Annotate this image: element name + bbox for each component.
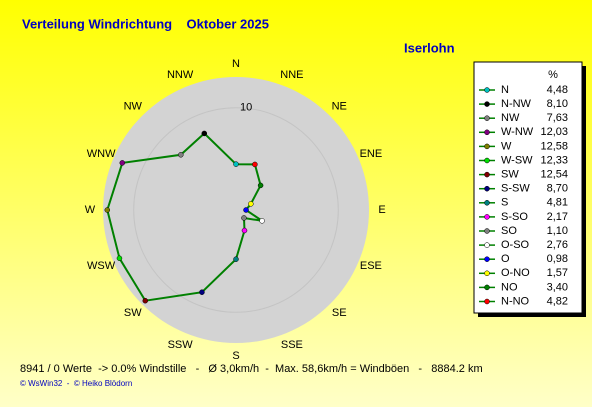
legend-title: % (548, 69, 558, 81)
legend-label: N-NW (501, 98, 532, 110)
direction-label: WNW (87, 148, 116, 160)
direction-label: SE (332, 307, 347, 319)
legend-swatch (484, 298, 490, 305)
legend-value: 4,82 (547, 295, 568, 307)
direction-label: SSW (168, 339, 194, 351)
legend-swatch (484, 129, 490, 136)
legend-swatch (484, 143, 490, 150)
credits: © WsWin32 - © Heiko Blödorn (20, 379, 132, 388)
legend-value: 4,48 (547, 84, 568, 96)
legend-swatch (484, 242, 490, 248)
direction-label: SSE (281, 339, 303, 351)
rose-point (243, 207, 249, 213)
legend-value: 8,70 (547, 183, 568, 195)
legend-label: SO (501, 225, 517, 237)
legend-label: O (501, 253, 510, 265)
legend-label: SW (501, 169, 519, 181)
rose-point (119, 160, 126, 166)
legend-swatch (484, 87, 490, 93)
legend-label: S-SW (501, 183, 530, 195)
legend-value: 12,03 (540, 126, 568, 138)
direction-label: S (232, 350, 239, 362)
legend-label: O-SO (501, 239, 530, 251)
direction-label: NE (332, 101, 347, 113)
legend-label: W-NW (501, 126, 534, 138)
rose-point (248, 201, 254, 207)
legend-value: 12,54 (540, 169, 568, 181)
footer: 8941 / 0 Werte -> 0.0% Windstille - Ø 3,… (20, 363, 483, 375)
legend-swatch (484, 101, 490, 107)
rose-point (142, 297, 149, 304)
rose-point (104, 207, 111, 213)
legend-value: 2,76 (547, 239, 568, 251)
legend-label: N-NO (501, 295, 530, 307)
legend-swatch (484, 115, 490, 121)
legend-value: 7,63 (547, 112, 568, 124)
rose-point (199, 289, 205, 295)
direction-label: SW (124, 307, 142, 319)
legend-swatch (484, 256, 490, 262)
direction-label: WSW (87, 260, 116, 272)
direction-label: W (85, 204, 96, 216)
chart-subtitle: Iserlohn (404, 40, 455, 55)
r-tick-label: 10 (240, 102, 252, 114)
rose-point (252, 161, 258, 168)
rose-point (233, 161, 239, 167)
legend-shadow (582, 66, 586, 317)
legend-swatch (484, 228, 490, 234)
rose-point (241, 227, 248, 234)
legend-swatch (484, 200, 490, 206)
direction-label: NNW (167, 69, 194, 81)
legend-label: W (501, 140, 512, 152)
rose-point (233, 256, 239, 262)
legend-value: 2,17 (547, 211, 568, 223)
direction-label: N (232, 58, 240, 70)
rose-point (259, 218, 265, 224)
legend-swatch (484, 284, 490, 291)
legend-swatch (484, 214, 490, 220)
direction-label: NNE (280, 69, 303, 81)
direction-label: ESE (360, 260, 382, 272)
rose-point (178, 152, 184, 158)
rose-point (201, 130, 208, 137)
legend-label: N (501, 84, 509, 96)
rose-point (257, 182, 264, 189)
legend-value: 12,58 (540, 140, 568, 152)
legend-label: S-SO (501, 211, 528, 223)
chart-title: Verteilung Windrichtung Oktober 2025 (22, 16, 269, 31)
legend-shadow (478, 313, 586, 317)
legend-value: 4,81 (547, 197, 568, 209)
direction-label: ENE (360, 148, 383, 160)
grid-ring (133, 107, 339, 313)
plot-disk (103, 77, 369, 343)
rose-point (241, 215, 247, 221)
legend-label: NW (501, 112, 520, 124)
legend-swatch (484, 157, 490, 164)
legend-value: 0,98 (547, 253, 568, 265)
rose-point (116, 255, 123, 262)
legend-swatch (484, 171, 490, 178)
legend-swatch (484, 185, 490, 192)
direction-label: NW (124, 101, 143, 113)
legend-swatch (484, 270, 490, 277)
direction-label: E (378, 204, 385, 216)
legend-value: 8,10 (547, 98, 568, 110)
legend-value: 3,40 (547, 281, 568, 293)
legend-value: 12,33 (540, 154, 568, 166)
legend-value: 1,57 (547, 267, 568, 279)
legend-label: W-SW (501, 154, 533, 166)
legend-label: S (501, 197, 508, 209)
legend-label: O-NO (501, 267, 530, 279)
legend-value: 1,10 (547, 225, 568, 237)
legend-label: NO (501, 281, 518, 293)
